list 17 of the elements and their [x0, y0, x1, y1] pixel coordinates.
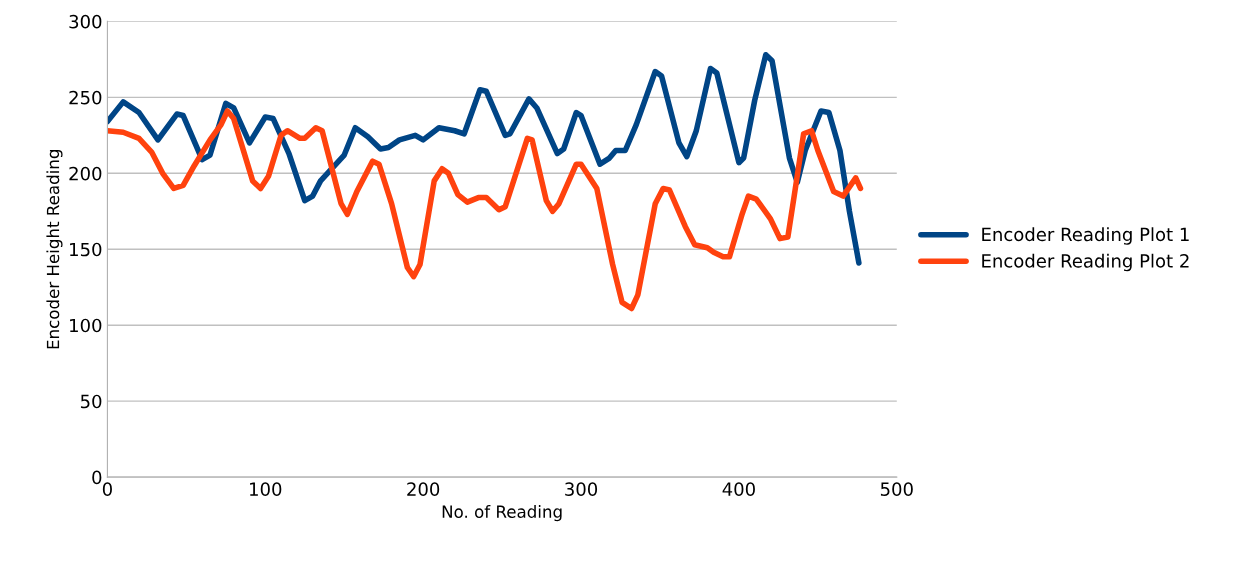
y-tick-label: 100 — [70, 318, 102, 333]
y-axis-title: Encoder Height Reading — [46, 150, 63, 349]
x-tick-label: 100 — [250, 482, 282, 496]
x-tick-label: 300 — [565, 482, 598, 496]
y-tick-label: 0 — [92, 470, 102, 485]
x-tick-label: 0 — [102, 482, 112, 496]
legend-label: Encoder Reading Plot 2 — [982, 253, 1189, 272]
legend-label: Encoder Reading Plot 1 — [982, 227, 1189, 245]
y-tick-label: 200 — [69, 166, 102, 181]
x-tick-label: 500 — [880, 482, 913, 496]
x-tick-label: 400 — [722, 482, 755, 496]
y-tick-label: 250 — [69, 90, 102, 105]
y-tick-label: 150 — [70, 242, 102, 257]
x-tick-label: 200 — [407, 482, 440, 496]
y-tick-label: 300 — [69, 14, 102, 29]
y-tick-label: 50 — [80, 394, 102, 409]
x-axis-title: No. of Reading — [442, 505, 562, 522]
